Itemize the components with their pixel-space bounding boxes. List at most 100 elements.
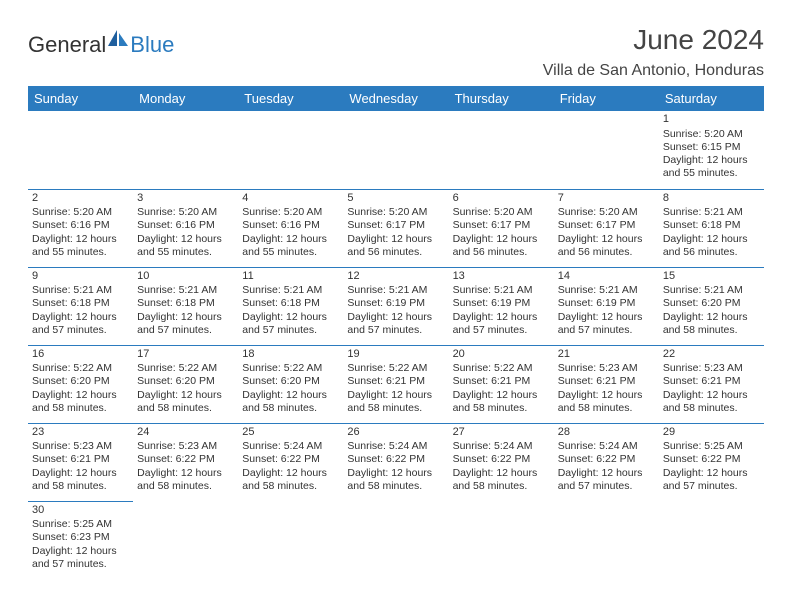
calendar-cell: 13Sunrise: 5:21 AMSunset: 6:19 PMDayligh… <box>449 267 554 345</box>
day-info-line: Sunrise: 5:20 AM <box>347 206 444 219</box>
day-number: 8 <box>663 192 760 206</box>
day-info-line: Daylight: 12 hours <box>663 154 760 167</box>
day-info-line: Sunrise: 5:22 AM <box>32 362 129 375</box>
day-info-line: Sunrise: 5:25 AM <box>32 518 129 531</box>
day-info-line: Daylight: 12 hours <box>137 389 234 402</box>
day-number: 23 <box>32 426 129 440</box>
calendar-page: General Blue June 2024 Villa de San Anto… <box>0 0 792 579</box>
day-info-line: Sunset: 6:20 PM <box>32 375 129 388</box>
day-info-line: Sunset: 6:18 PM <box>32 297 129 310</box>
day-info-line: and 58 minutes. <box>347 402 444 415</box>
day-info-line: and 58 minutes. <box>242 402 339 415</box>
day-info-line: and 58 minutes. <box>663 324 760 337</box>
day-info-line: Sunrise: 5:24 AM <box>347 440 444 453</box>
day-info-line: Daylight: 12 hours <box>453 467 550 480</box>
day-info-line: Sunrise: 5:20 AM <box>558 206 655 219</box>
day-info-line: and 58 minutes. <box>453 480 550 493</box>
day-number: 27 <box>453 426 550 440</box>
calendar-cell: 25Sunrise: 5:24 AMSunset: 6:22 PMDayligh… <box>238 423 343 501</box>
day-info-line: Sunset: 6:23 PM <box>32 531 129 544</box>
calendar-cell: 8Sunrise: 5:21 AMSunset: 6:18 PMDaylight… <box>659 189 764 267</box>
calendar-cell: 14Sunrise: 5:21 AMSunset: 6:19 PMDayligh… <box>554 267 659 345</box>
calendar-cell: 26Sunrise: 5:24 AMSunset: 6:22 PMDayligh… <box>343 423 448 501</box>
day-number: 9 <box>32 270 129 284</box>
day-header: Monday <box>133 86 238 111</box>
day-info-line: Daylight: 12 hours <box>558 233 655 246</box>
day-info-line: Daylight: 12 hours <box>137 467 234 480</box>
day-info-line: Sunrise: 5:23 AM <box>32 440 129 453</box>
day-info-line: and 58 minutes. <box>32 402 129 415</box>
day-info-line: Daylight: 12 hours <box>347 233 444 246</box>
day-info-line: and 55 minutes. <box>32 246 129 259</box>
day-number: 13 <box>453 270 550 284</box>
calendar-cell <box>238 111 343 189</box>
calendar-cell <box>28 111 133 189</box>
day-info-line: Sunset: 6:19 PM <box>558 297 655 310</box>
calendar-cell: 2Sunrise: 5:20 AMSunset: 6:16 PMDaylight… <box>28 189 133 267</box>
day-info-line: and 58 minutes. <box>242 480 339 493</box>
day-info-line: Sunrise: 5:23 AM <box>558 362 655 375</box>
day-number: 7 <box>558 192 655 206</box>
day-info-line: Sunset: 6:21 PM <box>32 453 129 466</box>
day-info-line: Sunset: 6:22 PM <box>137 453 234 466</box>
day-info-line: Sunset: 6:22 PM <box>453 453 550 466</box>
day-info-line: and 56 minutes. <box>347 246 444 259</box>
calendar-cell: 5Sunrise: 5:20 AMSunset: 6:17 PMDaylight… <box>343 189 448 267</box>
calendar-cell <box>133 501 238 579</box>
day-info-line: Sunrise: 5:23 AM <box>137 440 234 453</box>
day-info-line: Sunset: 6:15 PM <box>663 141 760 154</box>
day-info-line: and 56 minutes. <box>663 246 760 259</box>
day-info-line: Sunrise: 5:21 AM <box>32 284 129 297</box>
day-info-line: Sunrise: 5:24 AM <box>242 440 339 453</box>
day-info-line: Daylight: 12 hours <box>32 311 129 324</box>
day-info-line: Daylight: 12 hours <box>137 311 234 324</box>
sail-icon <box>108 30 130 53</box>
day-number: 24 <box>137 426 234 440</box>
day-info-line: Sunset: 6:17 PM <box>347 219 444 232</box>
day-info-line: Sunrise: 5:21 AM <box>558 284 655 297</box>
day-number: 14 <box>558 270 655 284</box>
day-info-line: Sunset: 6:21 PM <box>347 375 444 388</box>
day-info-line: and 58 minutes. <box>347 480 444 493</box>
day-number: 21 <box>558 348 655 362</box>
day-info-line: Sunset: 6:20 PM <box>242 375 339 388</box>
day-info-line: Sunset: 6:20 PM <box>663 297 760 310</box>
calendar-cell: 1Sunrise: 5:20 AMSunset: 6:15 PMDaylight… <box>659 111 764 189</box>
calendar-cell: 6Sunrise: 5:20 AMSunset: 6:17 PMDaylight… <box>449 189 554 267</box>
calendar-cell: 29Sunrise: 5:25 AMSunset: 6:22 PMDayligh… <box>659 423 764 501</box>
day-info-line: and 57 minutes. <box>137 324 234 337</box>
day-info-line: and 58 minutes. <box>453 402 550 415</box>
day-info-line: Daylight: 12 hours <box>663 233 760 246</box>
day-info-line: Sunrise: 5:21 AM <box>137 284 234 297</box>
day-info-line: Sunset: 6:19 PM <box>453 297 550 310</box>
day-info-line: Daylight: 12 hours <box>242 311 339 324</box>
calendar-cell <box>343 501 448 579</box>
calendar-row: 30Sunrise: 5:25 AMSunset: 6:23 PMDayligh… <box>28 501 764 579</box>
calendar-row: 9Sunrise: 5:21 AMSunset: 6:18 PMDaylight… <box>28 267 764 345</box>
location-text: Villa de San Antonio, Honduras <box>543 62 764 80</box>
brand-logo: General Blue <box>28 30 174 59</box>
day-info-line: and 58 minutes. <box>137 402 234 415</box>
day-header: Thursday <box>449 86 554 111</box>
calendar-cell <box>238 501 343 579</box>
calendar-row: 2Sunrise: 5:20 AMSunset: 6:16 PMDaylight… <box>28 189 764 267</box>
day-info-line: Sunrise: 5:20 AM <box>663 128 760 141</box>
day-info-line: Sunset: 6:19 PM <box>347 297 444 310</box>
day-number: 12 <box>347 270 444 284</box>
calendar-cell: 3Sunrise: 5:20 AMSunset: 6:16 PMDaylight… <box>133 189 238 267</box>
day-info-line: and 57 minutes. <box>242 324 339 337</box>
day-info-line: Daylight: 12 hours <box>663 311 760 324</box>
page-header: General Blue June 2024 Villa de San Anto… <box>28 24 764 80</box>
day-number: 25 <box>242 426 339 440</box>
day-info-line: Sunrise: 5:23 AM <box>663 362 760 375</box>
day-header-row: Sunday Monday Tuesday Wednesday Thursday… <box>28 86 764 111</box>
day-info-line: Sunset: 6:16 PM <box>242 219 339 232</box>
day-number: 6 <box>453 192 550 206</box>
calendar-cell: 11Sunrise: 5:21 AMSunset: 6:18 PMDayligh… <box>238 267 343 345</box>
calendar-cell <box>554 111 659 189</box>
day-header: Wednesday <box>343 86 448 111</box>
day-number: 1 <box>663 113 760 127</box>
day-info-line: Sunrise: 5:21 AM <box>347 284 444 297</box>
day-info-line: Daylight: 12 hours <box>32 545 129 558</box>
day-info-line: Daylight: 12 hours <box>663 389 760 402</box>
